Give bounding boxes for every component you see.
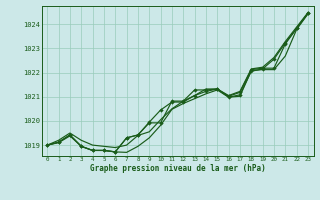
X-axis label: Graphe pression niveau de la mer (hPa): Graphe pression niveau de la mer (hPa) (90, 164, 266, 173)
